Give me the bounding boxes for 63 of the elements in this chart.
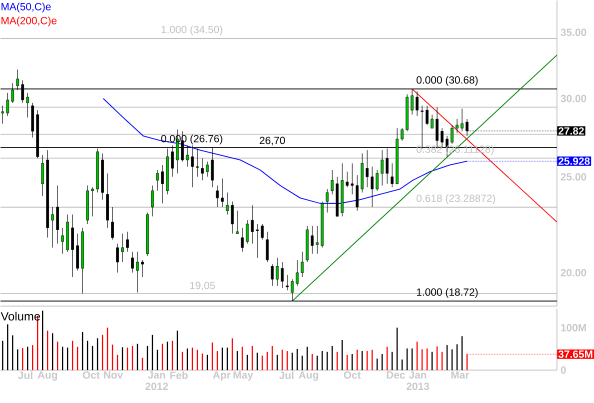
candlestick (266, 231, 269, 262)
candlestick (400, 128, 404, 141)
candlestick (230, 201, 234, 234)
candlestick (390, 162, 394, 188)
candlestick (76, 233, 79, 271)
candlestick (350, 162, 354, 195)
annotation: 0.618 (23.28872) (416, 194, 496, 204)
candlestick (156, 170, 159, 192)
candlestick (126, 231, 129, 252)
candlestick (6, 92, 10, 116)
candlestick (240, 227, 244, 252)
annotation: 27.82 (558, 127, 584, 135)
candlestick (51, 206, 54, 248)
annotation: 37.65M (558, 350, 592, 358)
candlestick (206, 161, 209, 178)
chart-title: Volume (0, 312, 40, 320)
candlestick (246, 220, 249, 244)
candlestick (456, 118, 458, 134)
candlestick (161, 164, 164, 204)
text: MA(50,C)e (2, 2, 51, 12)
candlestick (430, 114, 434, 128)
candlestick (280, 262, 284, 288)
candlestick (366, 150, 369, 188)
candlestick (26, 92, 30, 118)
candlestick (236, 210, 239, 234)
candlestick (151, 185, 154, 217)
candlestick (380, 150, 384, 186)
annotation: 19,05 (190, 282, 216, 290)
candlestick (116, 243, 119, 273)
candlestick (1, 105, 4, 124)
candlestick (450, 124, 454, 144)
candlestick (216, 185, 219, 208)
annotation: 26,70 (260, 136, 285, 146)
annotation: 25.928 (558, 157, 590, 165)
candlestick (426, 105, 429, 126)
annotation: 0.000 (30.68) (416, 76, 478, 86)
candlestick (56, 185, 59, 244)
candlestick (356, 174, 359, 212)
candlestick (61, 227, 64, 254)
candlestick (71, 214, 74, 278)
candlestick (121, 233, 124, 262)
candlestick (111, 206, 114, 240)
candlestick (256, 224, 259, 258)
legend-label: MA(200,C)e (2, 16, 57, 26)
candlestick (250, 204, 254, 244)
candlestick (460, 108, 464, 132)
candlestick (220, 178, 224, 208)
candlestick (141, 260, 144, 278)
candlestick (370, 166, 374, 208)
annotation: 1.000 (18.72) (416, 288, 478, 298)
candlestick (376, 170, 379, 192)
candlestick (136, 251, 139, 293)
candlestick (416, 91, 419, 116)
candlestick (260, 224, 264, 240)
candlestick (226, 192, 229, 215)
candlestick (41, 154, 44, 196)
candlestick (270, 264, 274, 286)
candlestick (200, 158, 204, 181)
candlestick (326, 188, 329, 213)
candlestick (131, 251, 134, 273)
candlestick (91, 186, 94, 217)
annotation: 1.000 (34.50) (162, 26, 222, 36)
candlestick (276, 258, 279, 286)
